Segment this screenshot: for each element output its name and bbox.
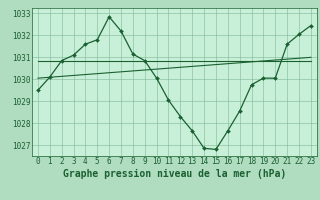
X-axis label: Graphe pression niveau de la mer (hPa): Graphe pression niveau de la mer (hPa) [63,169,286,179]
